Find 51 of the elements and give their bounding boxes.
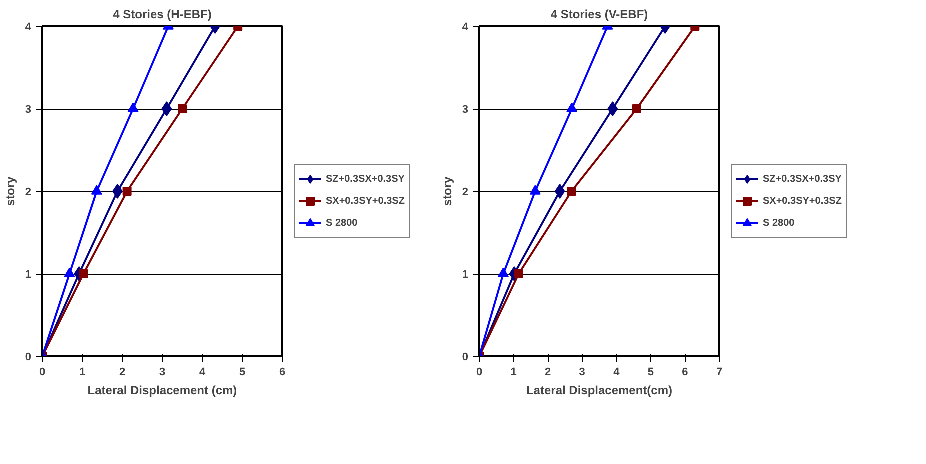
y-tick-label: 4 (25, 22, 32, 34)
chart-title: 4 Stories (V-EBF) (550, 8, 648, 22)
legend-label: SZ+0.3SX+0.3SY (763, 174, 842, 184)
y-tick-label: 0 (462, 352, 469, 364)
x-axis-title: Lateral Displacement (cm) (88, 384, 238, 398)
legend-label: SX+0.3SY+0.3SZ (763, 196, 842, 206)
point (632, 104, 642, 114)
y-tick-label: 4 (462, 22, 470, 34)
x-tick-label: 1 (79, 366, 86, 378)
x-tick-label: 4 (614, 366, 621, 378)
y-axis-title: story (440, 176, 454, 206)
x-tick-label: 0 (476, 366, 483, 378)
y-tick-label: 3 (25, 104, 32, 116)
x-tick-label: 2 (545, 366, 552, 378)
x-tick-label: 5 (648, 366, 654, 378)
point (530, 185, 541, 195)
point (514, 270, 524, 278)
point (498, 268, 509, 278)
point (64, 268, 76, 278)
point (162, 102, 172, 116)
point (178, 104, 187, 114)
point (122, 187, 132, 196)
y-tick-label: 2 (25, 186, 32, 198)
legend-label: S 2800 (326, 218, 358, 228)
x-tick-label: 7 (716, 366, 723, 378)
chart-title: 4 Stories (H-EBF) (113, 8, 212, 22)
x-tick-label: 1 (510, 366, 517, 378)
x-tick-label: 6 (279, 366, 286, 378)
x-tick-label: 0 (39, 366, 46, 378)
x-axis-title: Lateral Displacement(cm) (526, 384, 673, 398)
x-tick-label: 3 (579, 366, 586, 378)
x-tick-label: 3 (159, 366, 166, 378)
y-tick-label: 0 (25, 352, 32, 364)
legend-label: SX+0.3SY+0.3SZ (326, 196, 405, 206)
y-tick-label: 2 (462, 186, 469, 198)
point (567, 187, 576, 196)
y-tick-label: 3 (462, 104, 469, 116)
point (554, 184, 566, 199)
legend-label: SZ+0.3SX+0.3SY (326, 174, 405, 184)
point (91, 185, 102, 195)
x-tick-label: 2 (119, 366, 126, 378)
x-tick-label: 5 (239, 366, 246, 378)
y-axis-title: story (3, 176, 18, 206)
x-tick-label: 4 (199, 366, 206, 378)
x-tick-label: 6 (682, 366, 688, 378)
point (79, 270, 88, 278)
y-tick-label: 1 (25, 269, 32, 281)
y-tick-label: 1 (462, 269, 469, 281)
point (112, 184, 123, 199)
legend-label: S 2800 (763, 218, 795, 228)
point (608, 102, 618, 116)
